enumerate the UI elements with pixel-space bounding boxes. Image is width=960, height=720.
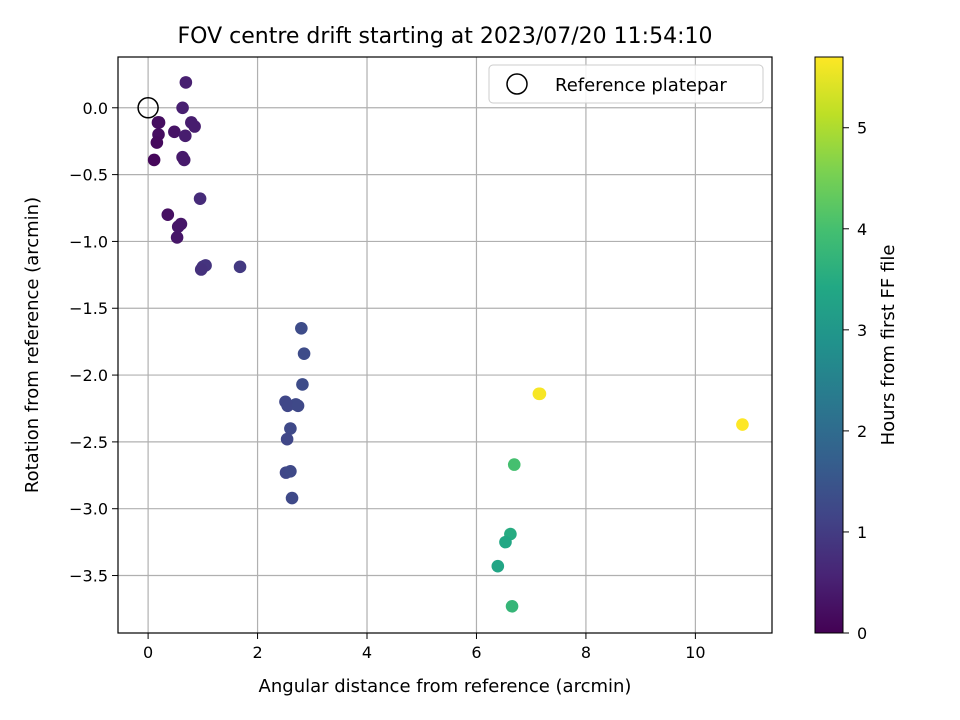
- scatter-point: [150, 136, 164, 149]
- x-tick-label: 6: [471, 643, 481, 662]
- scatter-point: [194, 263, 208, 276]
- scatter-point: [280, 432, 294, 446]
- x-tick-label: 4: [362, 643, 372, 662]
- scatter-point: [285, 491, 299, 505]
- scatter-point: [170, 231, 184, 244]
- scatter-point: [147, 153, 161, 167]
- y-tick-label: −3.5: [69, 567, 108, 586]
- scatter-point: [284, 422, 297, 435]
- colorbar-label: Hours from first FF file: [878, 245, 899, 446]
- colorbar-ticks: 0 1 2 3 4 5: [843, 119, 867, 643]
- x-tick-label: 10: [685, 643, 705, 662]
- y-axis-ticks: 0.0 −0.5 −1.0 −1.5 −2.0 −2.5 −3.0 −3.5: [69, 99, 118, 586]
- scatter-point: [233, 260, 247, 274]
- colorbar: 0 1 2 3 4 5 Hours from first FF file: [814, 56, 899, 643]
- y-axis-label: Rotation from reference (arcmin): [22, 197, 43, 493]
- colorbar-tick-label: 2: [857, 422, 867, 441]
- scatter-point: [499, 535, 512, 549]
- scatter-point: [491, 559, 505, 573]
- scatter-point: [171, 220, 185, 234]
- y-tick-label: −1.5: [69, 299, 108, 318]
- colorbar-gradient: [814, 56, 844, 634]
- legend-reference-marker: [506, 73, 528, 95]
- y-tick-label: 0.0: [83, 99, 108, 118]
- scatter-point: [505, 599, 519, 613]
- colorbar-tick-label: 4: [857, 220, 867, 239]
- reference-platepar-marker: [137, 97, 159, 119]
- x-tick-label: 8: [581, 643, 591, 662]
- scatter-point: [532, 387, 546, 401]
- legend-box: [488, 64, 764, 104]
- scatter-point: [296, 378, 309, 391]
- scatter-point: [193, 192, 207, 205]
- reference-marker-layer: [137, 97, 159, 119]
- colorbar-tick-label: 3: [857, 321, 867, 340]
- x-axis-ticks: 0 2 4 6 8 10: [143, 633, 706, 662]
- scatter-point: [188, 120, 201, 133]
- scatter-point: [152, 116, 166, 129]
- scatter-point: [179, 129, 192, 143]
- y-tick-label: −2.0: [69, 366, 108, 385]
- scatter-point: [507, 458, 521, 471]
- x-tick-label: 0: [143, 643, 153, 662]
- scatter-point: [295, 321, 308, 335]
- data-points: [147, 76, 749, 613]
- scatter-point: [176, 101, 189, 115]
- colorbar-tick-label: 5: [857, 119, 867, 138]
- colorbar-tick-label: 0: [857, 624, 867, 643]
- scatter-point: [177, 153, 191, 167]
- scatter-point: [291, 399, 305, 413]
- scatter-point: [297, 347, 311, 360]
- x-tick-label: 2: [252, 643, 262, 662]
- legend: Reference platepar: [488, 64, 764, 104]
- x-axis-label: Angular distance from reference (arcmin): [259, 676, 632, 697]
- scatter-point: [179, 76, 193, 89]
- grid-lines: [118, 57, 772, 633]
- chart-title: FOV centre drift starting at 2023/07/20 …: [178, 24, 713, 49]
- y-tick-label: −0.5: [69, 166, 108, 185]
- plot-frame: [117, 56, 773, 634]
- scatter-point: [168, 125, 181, 139]
- y-tick-label: −3.0: [69, 500, 108, 519]
- colorbar-tick-label: 1: [857, 523, 867, 542]
- legend-label: Reference platepar: [555, 75, 727, 96]
- scatter-point: [281, 399, 294, 413]
- scatter-point: [736, 418, 749, 431]
- scatter-point: [284, 464, 297, 478]
- y-tick-label: −2.5: [69, 433, 108, 452]
- y-tick-label: −1.0: [69, 232, 108, 251]
- scatter-point: [161, 208, 175, 221]
